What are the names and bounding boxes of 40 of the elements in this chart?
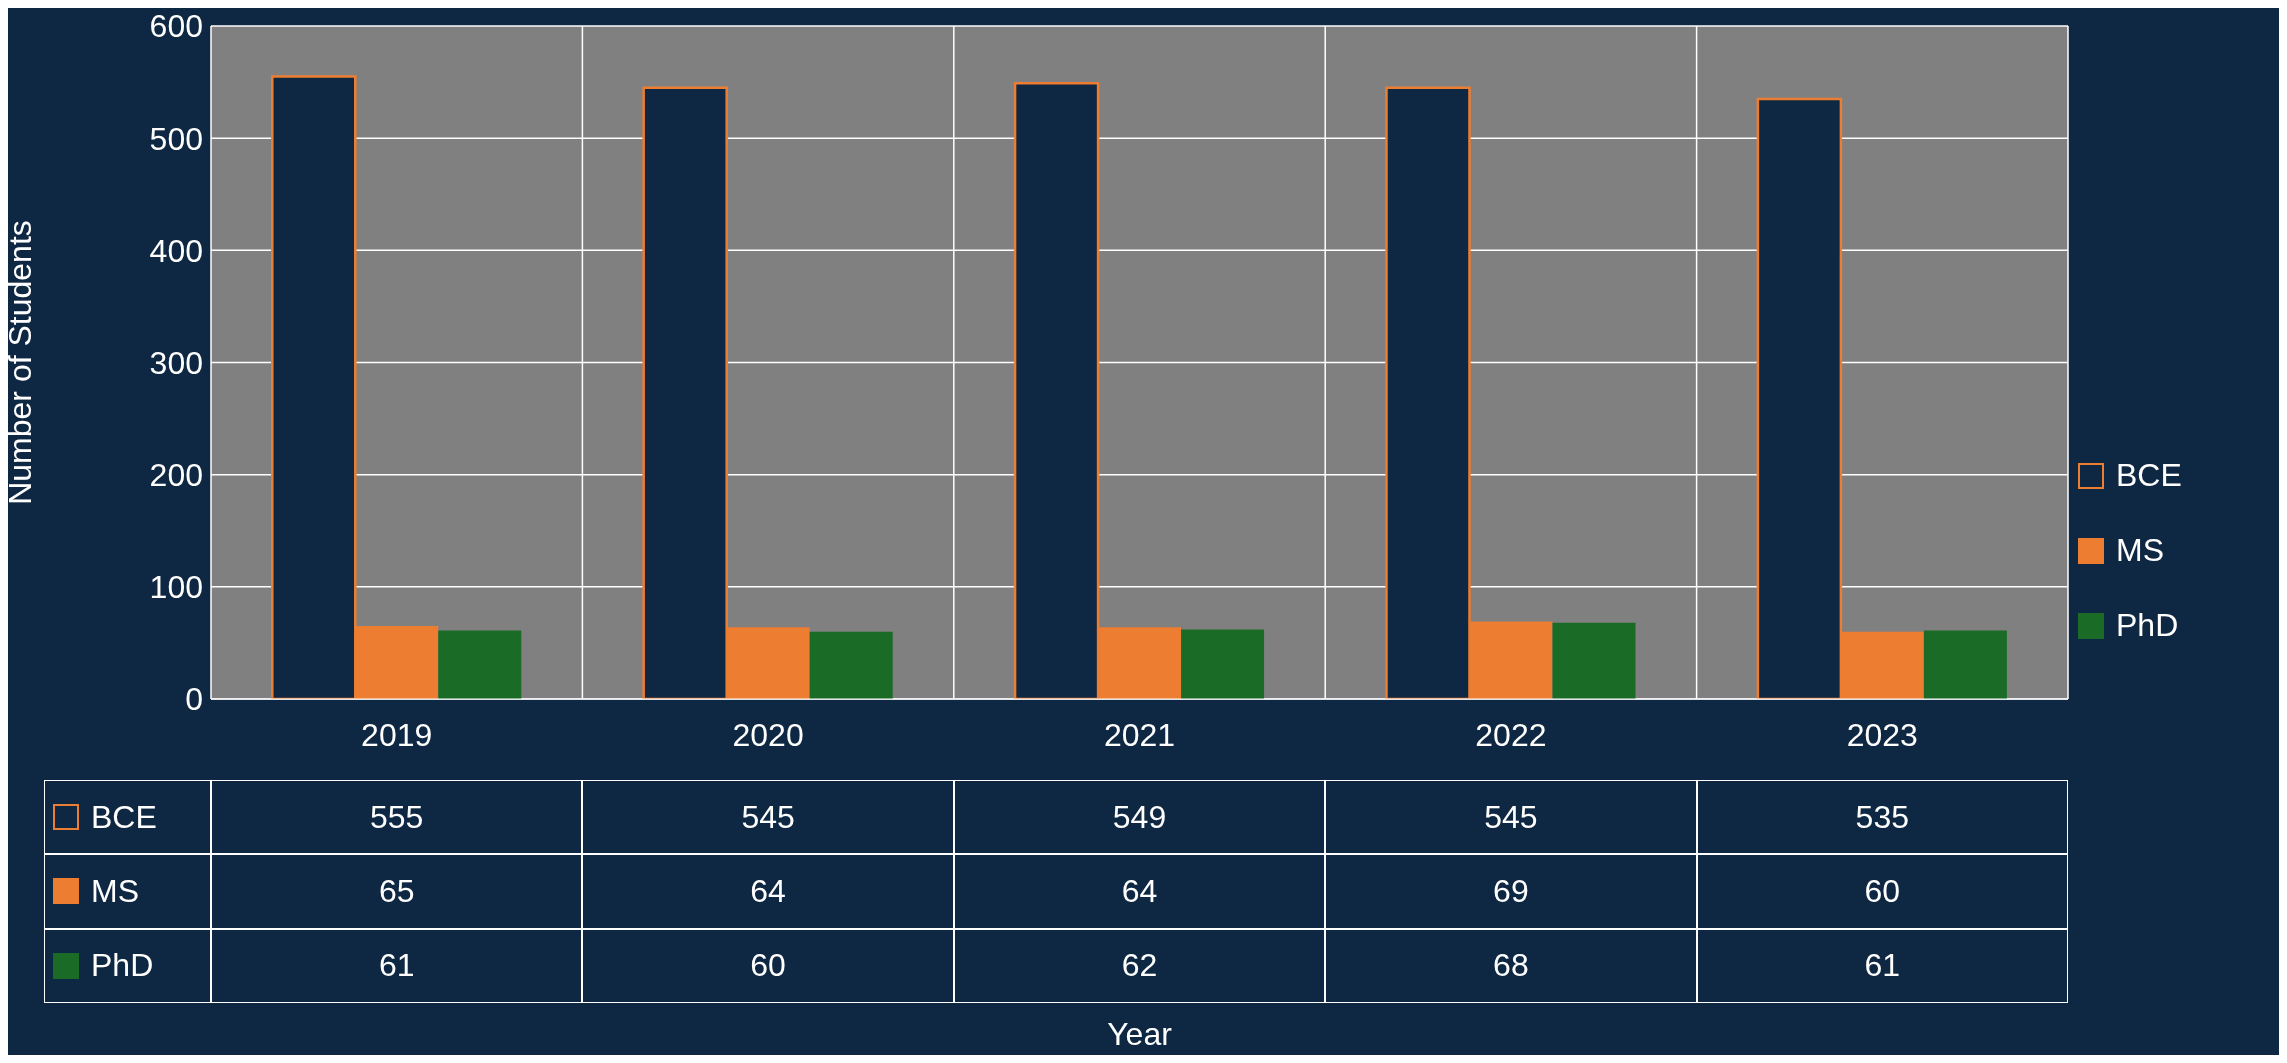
data-label: 545	[582, 780, 954, 855]
x-tick-label: 2023	[1846, 716, 1918, 753]
data-label: 549	[953, 780, 1326, 855]
data-label: 61	[1696, 928, 2068, 1003]
legend-label: PhD	[2116, 607, 2179, 644]
y-tick-label: 100	[149, 569, 203, 606]
data-label: 555	[211, 780, 583, 855]
y-axis-title: Number of Students	[2, 220, 39, 505]
data-label: 65	[211, 854, 583, 929]
bar	[809, 631, 893, 699]
data-label: 69	[1325, 854, 1697, 929]
y-tick-label: 400	[149, 232, 203, 269]
data-label: 64	[582, 854, 954, 929]
legend-label: MS	[2116, 532, 2164, 569]
y-tick-label: 600	[149, 8, 203, 45]
x-tick-label: 2019	[361, 716, 433, 753]
data-label: 61	[211, 928, 583, 1003]
data-label: 60	[1696, 854, 2068, 929]
legend-label: BCE	[91, 798, 157, 836]
y-tick-label: 200	[149, 457, 203, 494]
text: MS	[91, 872, 139, 909]
data-label: 62	[953, 928, 1326, 1003]
data-label: 68	[1325, 928, 1697, 1003]
bar	[1552, 622, 1636, 699]
text: BCE	[2116, 457, 2182, 493]
y-tick-label: 0	[185, 681, 203, 718]
text: Year	[1106, 1016, 1173, 1053]
bar	[1923, 630, 2007, 699]
y-tick-label: 300	[149, 344, 203, 381]
x-tick-label: 2021	[1103, 716, 1176, 753]
text: PhD	[91, 947, 154, 984]
bar	[438, 630, 522, 699]
data-label: 64	[953, 854, 1326, 929]
data-label: 60	[582, 928, 954, 1003]
data-label: 535	[1696, 780, 2068, 855]
x-tick-label: 2022	[1475, 716, 1547, 753]
data-label: 545	[1325, 780, 1697, 855]
x-tick-label: 2020	[732, 716, 804, 753]
y-tick-label: 500	[149, 120, 203, 157]
bar	[1181, 629, 1265, 699]
